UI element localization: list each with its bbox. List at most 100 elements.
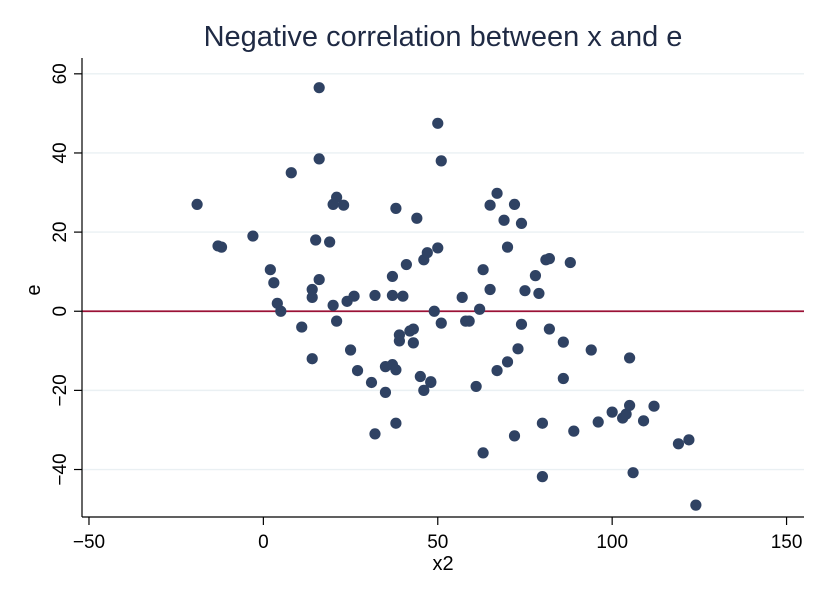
data-point (564, 256, 576, 269)
data-point (306, 353, 318, 365)
data-point (407, 337, 419, 349)
data-point (624, 399, 636, 412)
data-point (327, 299, 339, 311)
data-point (543, 323, 555, 335)
data-point (365, 376, 378, 389)
data-point (369, 289, 381, 302)
data-point (515, 318, 528, 330)
data-point (411, 212, 423, 224)
data-point (306, 283, 318, 296)
data-point (418, 384, 430, 396)
data-point (637, 415, 650, 427)
data-point (337, 199, 350, 211)
points-layer (191, 82, 702, 511)
data-point (313, 82, 325, 94)
data-point (557, 336, 569, 348)
data-point (435, 317, 447, 329)
data-point (296, 321, 308, 333)
data-point (275, 305, 287, 317)
data-point (648, 400, 660, 412)
x-ticks: −50 0 50 100 150 (73, 517, 802, 553)
data-point (592, 416, 604, 428)
data-point (474, 303, 486, 315)
data-point (425, 376, 437, 389)
data-point (390, 202, 402, 214)
data-point (285, 167, 297, 179)
data-point (421, 247, 433, 259)
axes (81, 58, 804, 518)
data-point (215, 241, 228, 253)
data-point (501, 356, 514, 368)
data-point (428, 305, 440, 317)
data-point (310, 234, 322, 246)
y-tick-label: 60 (50, 63, 71, 84)
data-point (568, 425, 580, 437)
data-point (484, 283, 496, 296)
data-point (456, 291, 468, 303)
y-axis-label: e (23, 284, 45, 295)
data-point (477, 264, 489, 276)
chart-title: Negative correlation between x and e (204, 21, 683, 53)
y-tick-label: 40 (50, 142, 71, 163)
data-point (191, 198, 203, 211)
data-point (536, 471, 549, 483)
data-point (435, 155, 447, 167)
data-point (690, 499, 702, 511)
data-point (463, 315, 475, 327)
x-axis-label: x2 (432, 553, 453, 575)
data-point (533, 287, 545, 300)
data-point (268, 277, 280, 289)
data-point (491, 364, 503, 377)
data-point (407, 323, 419, 335)
data-point (512, 343, 524, 355)
data-point (672, 438, 685, 450)
data-point (324, 236, 336, 248)
data-point (536, 417, 549, 429)
data-point (508, 198, 521, 211)
data-point (470, 380, 482, 393)
data-point (313, 273, 325, 286)
y-tick-label: −40 (50, 453, 71, 485)
x-tick-label: 0 (258, 532, 269, 553)
data-point (501, 241, 514, 253)
data-point (306, 291, 318, 303)
data-point (390, 417, 402, 429)
data-point (620, 408, 632, 420)
data-point (351, 364, 364, 377)
data-point (543, 253, 555, 265)
data-point (369, 428, 381, 440)
data-point (557, 372, 569, 385)
data-point (683, 434, 695, 446)
x-tick-label: 50 (427, 532, 448, 553)
data-point (247, 230, 259, 242)
data-point (491, 187, 503, 199)
data-point (519, 285, 531, 297)
x-tick-label: 100 (596, 532, 628, 553)
data-point (414, 370, 426, 383)
data-point (484, 199, 496, 211)
data-point (432, 242, 444, 254)
data-point (508, 430, 521, 442)
data-point (627, 467, 639, 479)
data-point (348, 290, 360, 302)
data-point (313, 153, 325, 165)
data-point (624, 352, 636, 364)
data-point (400, 258, 412, 271)
data-point (397, 290, 409, 302)
data-point (390, 364, 402, 376)
x-tick-label: −50 (73, 532, 105, 553)
data-point (585, 344, 597, 356)
data-point (393, 335, 406, 347)
data-point (515, 217, 528, 229)
data-point (498, 214, 510, 226)
y-tick-label: 0 (50, 306, 71, 317)
data-point (264, 264, 276, 276)
data-point (477, 447, 489, 459)
data-point (331, 191, 343, 203)
data-point (432, 117, 444, 129)
data-point (344, 344, 357, 356)
data-point (386, 270, 399, 283)
data-point (379, 386, 392, 398)
